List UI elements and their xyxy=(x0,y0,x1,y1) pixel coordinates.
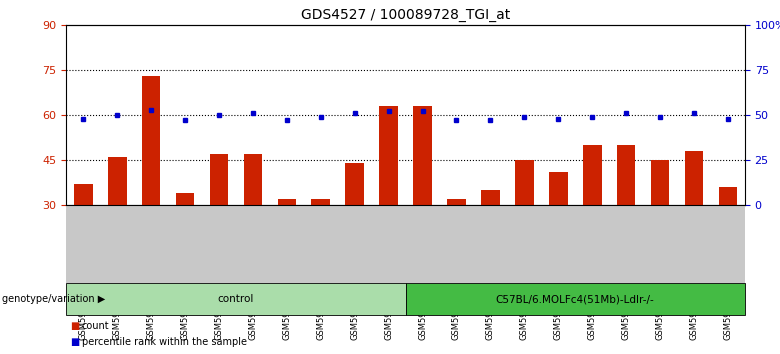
Text: genotype/variation ▶: genotype/variation ▶ xyxy=(2,294,105,304)
Bar xyxy=(66,283,406,315)
Bar xyxy=(346,163,364,296)
Bar xyxy=(447,199,466,296)
Text: percentile rank within the sample: percentile rank within the sample xyxy=(82,337,247,347)
Title: GDS4527 / 100089728_TGI_at: GDS4527 / 100089728_TGI_at xyxy=(301,8,510,22)
Bar xyxy=(549,172,568,296)
Bar xyxy=(481,190,500,296)
Text: C57BL/6.MOLFc4(51Mb)-Ldlr-/-: C57BL/6.MOLFc4(51Mb)-Ldlr-/- xyxy=(496,294,654,304)
Text: ■: ■ xyxy=(70,321,80,331)
Bar xyxy=(176,193,194,296)
Bar xyxy=(515,160,534,296)
Bar xyxy=(108,157,126,296)
Bar xyxy=(74,184,93,296)
Bar xyxy=(617,145,636,296)
Text: control: control xyxy=(218,294,254,304)
Bar xyxy=(406,283,745,315)
Bar xyxy=(243,154,262,296)
Bar xyxy=(142,76,161,296)
Bar xyxy=(278,199,296,296)
Bar xyxy=(718,187,737,296)
Bar xyxy=(685,151,704,296)
Bar xyxy=(651,160,669,296)
Bar xyxy=(311,199,330,296)
Bar xyxy=(379,106,398,296)
Bar xyxy=(210,154,229,296)
Bar xyxy=(413,106,432,296)
Text: count: count xyxy=(82,321,109,331)
Text: ■: ■ xyxy=(70,337,80,347)
Bar xyxy=(583,145,601,296)
